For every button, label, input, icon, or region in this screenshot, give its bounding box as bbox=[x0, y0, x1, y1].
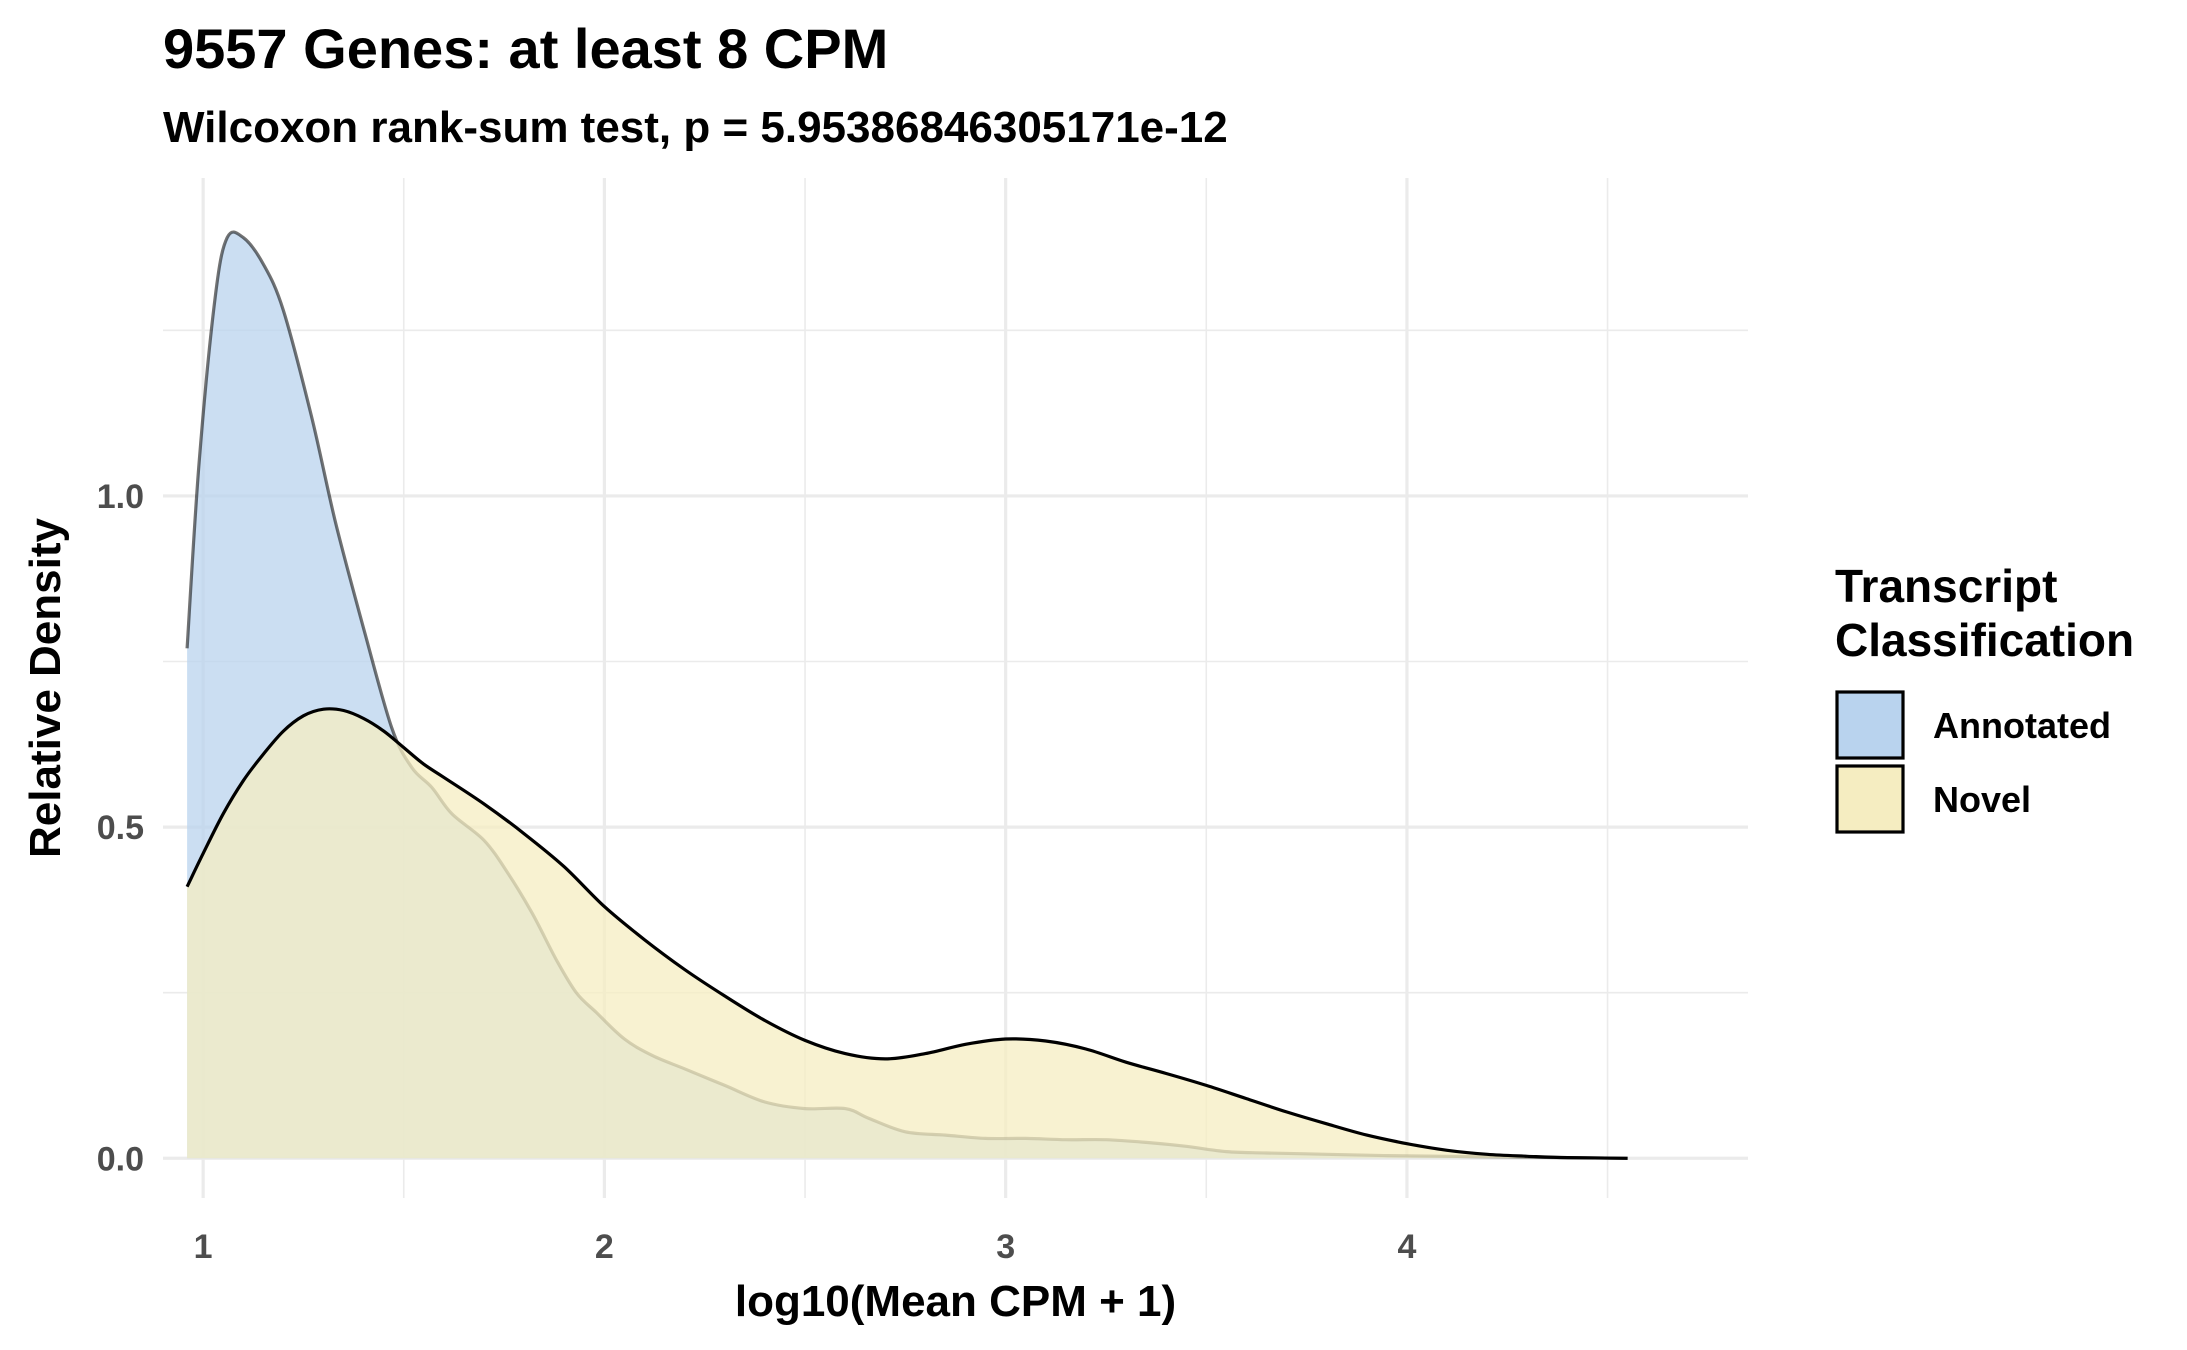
x-tick-label: 4 bbox=[1397, 1228, 1416, 1266]
y-tick-label: 0.5 bbox=[97, 809, 144, 847]
y-tick-label: 0.0 bbox=[97, 1140, 144, 1178]
legend-title-line-2: Classification bbox=[1835, 614, 2134, 666]
y-axis-title: Relative Density bbox=[21, 518, 70, 858]
legend: Transcript Classification Annotated Novel bbox=[1835, 560, 2134, 834]
legend-key-annotated bbox=[1835, 690, 1905, 760]
y-tick-label: 1.0 bbox=[97, 478, 144, 516]
density-line-novel bbox=[185, 707, 1628, 1160]
legend-label-annotated: Annotated bbox=[1933, 705, 2111, 746]
chart-title: 9557 Genes: at least 8 CPM bbox=[163, 17, 888, 80]
legend-title-line-1: Transcript bbox=[1835, 560, 2057, 612]
legend-key-novel bbox=[1835, 764, 1905, 834]
x-axis-title: log10(Mean CPM + 1) bbox=[735, 1277, 1176, 1326]
axis-ticks: 1 2 3 4 0.0 0.5 1.0 bbox=[97, 478, 1417, 1266]
x-tick-label: 2 bbox=[595, 1228, 614, 1266]
legend-label-novel: Novel bbox=[1933, 779, 2031, 820]
density-areas bbox=[185, 230, 1628, 1160]
grid-lines bbox=[163, 178, 1748, 1198]
chart-subtitle: Wilcoxon rank-sum test, p = 5.9538684630… bbox=[163, 103, 1228, 152]
x-tick-label: 1 bbox=[194, 1228, 213, 1266]
density-area-novel bbox=[187, 708, 1628, 1159]
x-tick-label: 3 bbox=[996, 1228, 1015, 1266]
